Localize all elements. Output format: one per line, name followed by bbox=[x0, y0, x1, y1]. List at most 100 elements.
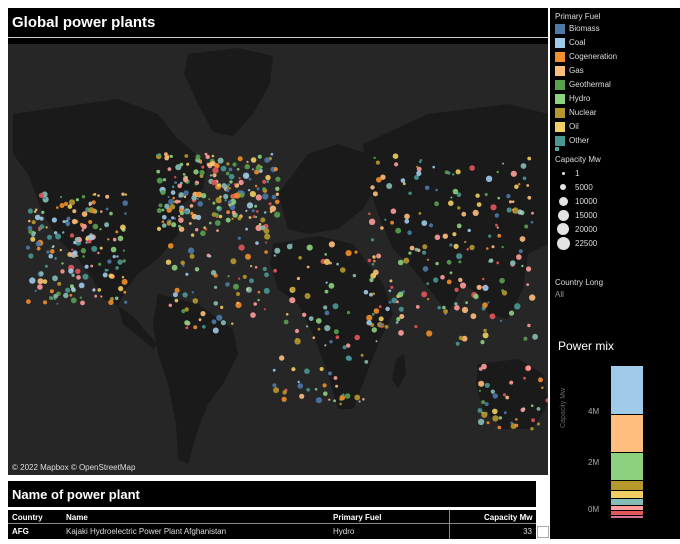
plant-marker[interactable] bbox=[177, 183, 182, 189]
plant-marker[interactable] bbox=[73, 240, 77, 245]
plant-marker[interactable] bbox=[532, 333, 538, 340]
plant-marker[interactable] bbox=[274, 199, 280, 205]
plant-marker[interactable] bbox=[85, 241, 88, 244]
plant-marker[interactable] bbox=[225, 188, 230, 193]
plant-marker[interactable] bbox=[492, 393, 498, 399]
plant-marker[interactable] bbox=[296, 276, 300, 281]
plant-marker[interactable] bbox=[469, 165, 475, 171]
plant-marker[interactable] bbox=[418, 160, 422, 164]
plant-marker[interactable] bbox=[248, 189, 251, 192]
plant-marker[interactable] bbox=[526, 184, 530, 187]
plant-marker[interactable] bbox=[527, 156, 532, 161]
plant-marker[interactable] bbox=[237, 236, 241, 240]
plant-marker[interactable] bbox=[120, 224, 126, 231]
plant-marker[interactable] bbox=[524, 224, 529, 229]
legend-item-coal[interactable]: Coal bbox=[555, 37, 585, 48]
plant-marker[interactable] bbox=[239, 190, 243, 194]
plant-marker[interactable] bbox=[233, 283, 239, 290]
plant-marker[interactable] bbox=[248, 216, 252, 219]
plant-marker[interactable] bbox=[225, 282, 230, 287]
plant-marker[interactable] bbox=[325, 281, 328, 284]
plant-marker[interactable] bbox=[409, 245, 415, 251]
plant-marker[interactable] bbox=[521, 264, 524, 268]
plant-marker[interactable] bbox=[124, 193, 128, 196]
plant-marker[interactable] bbox=[466, 248, 470, 251]
plant-marker[interactable] bbox=[112, 255, 116, 259]
plant-marker[interactable] bbox=[31, 220, 36, 225]
plant-marker[interactable] bbox=[205, 154, 210, 160]
plant-marker[interactable] bbox=[88, 207, 95, 214]
plant-marker[interactable] bbox=[223, 193, 229, 200]
plant-marker[interactable] bbox=[156, 226, 162, 231]
plant-marker[interactable] bbox=[71, 248, 74, 251]
plant-marker[interactable] bbox=[245, 227, 249, 231]
plant-marker[interactable] bbox=[328, 241, 335, 248]
plant-marker[interactable] bbox=[370, 238, 375, 242]
plant-marker[interactable] bbox=[395, 227, 402, 234]
plant-marker[interactable] bbox=[509, 380, 514, 385]
plant-marker[interactable] bbox=[437, 306, 441, 310]
plant-marker[interactable] bbox=[392, 153, 399, 159]
plant-marker[interactable] bbox=[183, 177, 189, 183]
plant-marker[interactable] bbox=[168, 303, 172, 307]
plant-marker[interactable] bbox=[81, 211, 88, 217]
plant-marker[interactable] bbox=[157, 153, 161, 157]
plant-marker[interactable] bbox=[371, 263, 375, 266]
plant-marker[interactable] bbox=[522, 176, 527, 181]
plant-marker[interactable] bbox=[388, 289, 392, 293]
plant-marker[interactable] bbox=[238, 177, 241, 180]
plant-marker[interactable] bbox=[37, 278, 44, 285]
plant-marker[interactable] bbox=[354, 334, 361, 341]
plant-marker[interactable] bbox=[201, 165, 205, 169]
plant-marker[interactable] bbox=[352, 273, 357, 278]
plant-marker[interactable] bbox=[258, 223, 262, 226]
plant-marker[interactable] bbox=[378, 316, 384, 322]
plant-marker[interactable] bbox=[226, 162, 230, 166]
plant-marker[interactable] bbox=[519, 236, 526, 242]
plant-marker[interactable] bbox=[107, 238, 110, 241]
plant-marker[interactable] bbox=[308, 316, 314, 321]
plant-marker[interactable] bbox=[189, 253, 195, 259]
plant-marker[interactable] bbox=[200, 193, 207, 199]
plant-marker[interactable] bbox=[492, 408, 498, 415]
plant-marker[interactable] bbox=[422, 250, 427, 255]
plant-marker[interactable] bbox=[354, 250, 358, 254]
plant-marker[interactable] bbox=[526, 365, 531, 371]
plant-marker[interactable] bbox=[39, 271, 44, 276]
plant-marker[interactable] bbox=[484, 192, 488, 197]
plant-marker[interactable] bbox=[229, 204, 236, 211]
plant-marker[interactable] bbox=[88, 203, 92, 207]
plant-marker[interactable] bbox=[266, 180, 270, 183]
plant-marker[interactable] bbox=[94, 294, 98, 298]
plant-marker[interactable] bbox=[158, 203, 163, 208]
plant-marker[interactable] bbox=[255, 194, 262, 201]
plant-marker[interactable] bbox=[165, 259, 172, 265]
plant-marker[interactable] bbox=[215, 197, 222, 204]
plant-marker[interactable] bbox=[275, 192, 280, 196]
plant-marker[interactable] bbox=[324, 325, 331, 332]
plant-marker[interactable] bbox=[220, 320, 226, 326]
plant-marker[interactable] bbox=[443, 309, 448, 314]
plant-marker[interactable] bbox=[336, 262, 339, 266]
plant-marker[interactable] bbox=[476, 202, 482, 208]
plant-marker[interactable] bbox=[117, 235, 124, 242]
plant-marker[interactable] bbox=[453, 243, 459, 249]
plant-marker[interactable] bbox=[100, 210, 103, 213]
mix-segment-gas[interactable] bbox=[611, 415, 643, 454]
plant-marker[interactable] bbox=[376, 253, 382, 259]
plant-marker[interactable] bbox=[384, 325, 389, 329]
plant-marker[interactable] bbox=[79, 296, 83, 299]
plant-marker[interactable] bbox=[26, 299, 31, 304]
plant-marker[interactable] bbox=[76, 275, 81, 280]
plant-marker[interactable] bbox=[358, 400, 361, 403]
plant-marker[interactable] bbox=[59, 248, 62, 252]
plant-marker[interactable] bbox=[257, 290, 261, 294]
plant-marker[interactable] bbox=[449, 271, 453, 275]
plant-marker[interactable] bbox=[44, 264, 48, 268]
plant-marker[interactable] bbox=[27, 208, 33, 214]
plant-marker[interactable] bbox=[508, 200, 513, 204]
plant-marker[interactable] bbox=[452, 188, 459, 195]
plant-marker[interactable] bbox=[168, 198, 175, 205]
plant-marker[interactable] bbox=[55, 233, 62, 240]
plant-marker[interactable] bbox=[27, 225, 33, 231]
